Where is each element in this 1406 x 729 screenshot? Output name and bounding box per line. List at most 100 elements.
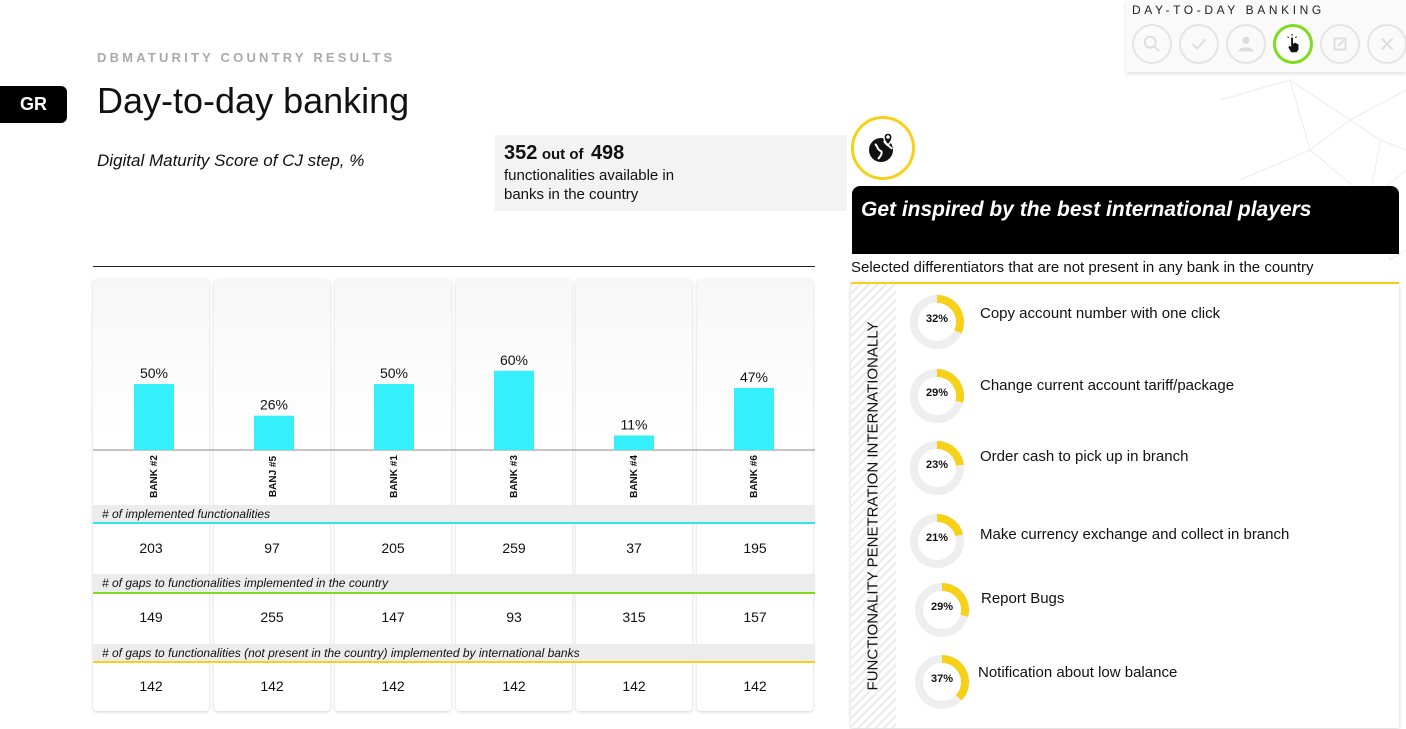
gaps-international-value: 142: [381, 678, 405, 694]
section-nav-toolbar: DAY-TO-DAY BANKING: [1126, 0, 1406, 72]
row-header-gaps-country: # of gaps to functionalities implemented…: [93, 574, 815, 593]
penetration-donut: [910, 369, 964, 423]
functionalities-description: functionalities available in banks in th…: [504, 167, 675, 203]
user-icon: [1238, 36, 1254, 52]
pointer-hand-icon: [1287, 33, 1299, 53]
row-accent-line: [93, 592, 815, 594]
gaps-country-value: 149: [139, 609, 163, 625]
gaps-international-value: 142: [139, 678, 163, 694]
bank-label: BANJ #5: [268, 455, 280, 497]
penetration-donut: [910, 295, 964, 349]
bank-column-card: [214, 279, 330, 711]
score-label: Digital Maturity Score of CJ step, %: [97, 151, 365, 170]
donut-center: [918, 522, 956, 560]
differentiator-text: Copy account number with one click: [980, 305, 1221, 322]
implemented-value: 203: [139, 540, 163, 556]
maturity-bar: [134, 384, 174, 450]
penetration-donut: [915, 583, 969, 637]
donut-fill: [936, 295, 964, 334]
bar-value-label: 50%: [140, 365, 168, 381]
gaps-country-value: 93: [506, 609, 522, 625]
gaps-international-value: 142: [260, 678, 284, 694]
row-header-gaps-international: # of gaps to functionalities (not presen…: [93, 644, 815, 663]
bank-label: BANK #3: [508, 454, 520, 498]
row-header-implemented: # of implemented functionalities: [93, 505, 815, 524]
close-button[interactable]: [1367, 24, 1406, 64]
bank-label: BANK #1: [388, 454, 400, 498]
maturity-bar-chart: 50% 26% 50% 60% 11% 47%: [93, 352, 815, 451]
differentiators-label: Selected differentiators that are not pr…: [851, 259, 1314, 276]
check-icon: [1191, 38, 1207, 50]
user-button[interactable]: [1226, 24, 1266, 64]
functionalities-summary: 352 out of 498 functionalities available…: [495, 135, 847, 211]
pointer-button[interactable]: [1273, 24, 1313, 64]
bank-column-card: [576, 279, 692, 711]
penetration-donut: [910, 441, 964, 495]
donut-fill: [936, 514, 964, 537]
functionalities-out-of: out of: [541, 146, 584, 163]
axis-stripe: [851, 284, 896, 728]
differentiator-item: 29% Report Bugs: [851, 582, 1399, 638]
penetration-donut: [910, 514, 964, 568]
country-badge: GR: [0, 86, 67, 123]
differentiator-text: Make currency exchange and collect in br…: [980, 526, 1290, 543]
penetration-percent: 29%: [930, 601, 954, 613]
bank-column-card: [456, 279, 572, 711]
penetration-percent: 29%: [925, 387, 949, 399]
differentiator-item: 37% Notification about low balance: [851, 654, 1399, 710]
differentiators-list: FUNCTIONALITY PENETRATION INTERNATIONALL…: [851, 282, 1399, 728]
bar-value-label: 11%: [621, 416, 648, 432]
donut-fill: [941, 655, 969, 701]
donut-center: [918, 449, 956, 487]
differentiator-item: 23% Order cash to pick up in branch: [851, 440, 1399, 496]
donut-fill: [941, 583, 969, 617]
expand-button[interactable]: [1320, 24, 1360, 64]
check-button[interactable]: [1179, 24, 1219, 64]
gaps-country-value: 157: [743, 609, 767, 625]
penetration-percent: 21%: [925, 532, 949, 544]
bar-value-label: 26%: [260, 397, 288, 413]
implemented-value: 205: [381, 540, 405, 556]
maturity-bar: [374, 384, 414, 450]
implemented-value: 195: [743, 540, 767, 556]
functionalities-total: 498: [590, 142, 625, 164]
donut-fill: [936, 441, 964, 466]
penetration-percent: 37%: [930, 673, 954, 685]
globe-badge: [851, 116, 915, 180]
donut-center: [923, 591, 961, 629]
differentiator-item: 21% Make currency exchange and collect i…: [851, 513, 1399, 569]
bar-value-label: 60%: [500, 352, 528, 368]
maturity-bar: [734, 387, 774, 450]
page-title: Day-to-day banking: [97, 80, 410, 121]
penetration-donut: [915, 655, 969, 709]
bank-label: BANK #6: [748, 454, 760, 498]
globe-pin-icon: [869, 132, 893, 162]
gaps-country-value: 147: [381, 609, 405, 625]
bar-value-label: 47%: [740, 369, 768, 385]
bank-column-card: [335, 279, 451, 711]
gaps-international-value: 142: [502, 678, 526, 694]
nav-title: DAY-TO-DAY BANKING: [1132, 3, 1325, 17]
implemented-value: 37: [626, 540, 642, 556]
donut-center: [918, 377, 956, 415]
gaps-international-value: 142: [743, 678, 767, 694]
differentiator-text: Change current account tariff/package: [980, 377, 1235, 394]
functionalities-available: 352: [504, 142, 538, 164]
row-accent-line: [93, 661, 815, 663]
differentiator-item: 32% Copy account number with one click: [851, 294, 1399, 350]
penetration-percent: 23%: [925, 459, 949, 471]
bank-label: BANK #4: [628, 454, 640, 498]
expand-icon: [1333, 37, 1347, 51]
search-icon: [1143, 35, 1160, 52]
row-accent-line: [93, 522, 815, 524]
divider: [93, 266, 815, 267]
gaps-country-value: 315: [622, 609, 646, 625]
bar-value-label: 50%: [380, 365, 408, 381]
differentiator-text: Order cash to pick up in branch: [980, 448, 1189, 465]
implemented-value: 259: [502, 540, 526, 556]
gaps-country-value: 255: [260, 609, 284, 625]
search-button[interactable]: [1132, 24, 1172, 64]
differentiator-text: Notification about low balance: [978, 664, 1178, 681]
maturity-bar: [614, 435, 654, 450]
functionalities-count: 352 out of 498: [504, 142, 624, 165]
